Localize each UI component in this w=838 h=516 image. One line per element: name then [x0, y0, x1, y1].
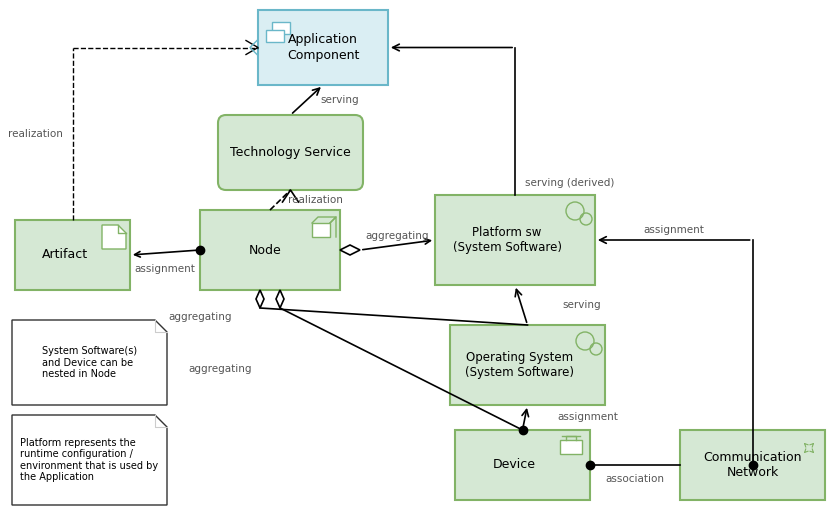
FancyBboxPatch shape: [258, 10, 388, 85]
Polygon shape: [12, 415, 167, 505]
Text: Node: Node: [249, 244, 282, 256]
Text: association: association: [606, 474, 665, 484]
Polygon shape: [276, 290, 284, 308]
Text: Artifact: Artifact: [41, 249, 87, 262]
FancyBboxPatch shape: [312, 223, 330, 237]
Text: realization: realization: [8, 129, 63, 139]
Text: serving: serving: [320, 95, 360, 105]
Text: serving (derived): serving (derived): [525, 178, 614, 188]
FancyBboxPatch shape: [680, 430, 825, 500]
Text: assignment: assignment: [644, 225, 704, 235]
Text: Platform represents the
runtime configuration /
environment that is used by
the : Platform represents the runtime configur…: [20, 438, 158, 482]
Text: assignment: assignment: [135, 264, 195, 274]
Text: aggregating: aggregating: [189, 364, 252, 374]
FancyBboxPatch shape: [272, 22, 290, 34]
FancyBboxPatch shape: [455, 430, 590, 500]
FancyBboxPatch shape: [266, 30, 284, 42]
Text: Communication
Network: Communication Network: [703, 451, 802, 479]
Text: System Software(s)
and Device can be
nested in Node: System Software(s) and Device can be nes…: [42, 346, 137, 379]
Text: Platform sw
(System Software): Platform sw (System Software): [453, 226, 561, 254]
Polygon shape: [256, 290, 264, 308]
FancyBboxPatch shape: [15, 220, 130, 290]
Text: aggregating: aggregating: [168, 312, 232, 321]
FancyBboxPatch shape: [435, 195, 595, 285]
Text: Technology Service: Technology Service: [230, 146, 351, 159]
FancyBboxPatch shape: [450, 325, 605, 405]
Text: Application
Component: Application Component: [287, 34, 360, 61]
FancyBboxPatch shape: [200, 210, 340, 290]
Text: aggregating: aggregating: [365, 231, 429, 241]
Polygon shape: [340, 245, 360, 255]
Text: Operating System
(System Software): Operating System (System Software): [465, 351, 574, 379]
Text: serving: serving: [562, 300, 601, 310]
Text: Device: Device: [493, 459, 536, 472]
Polygon shape: [12, 320, 167, 405]
Text: assignment: assignment: [557, 412, 618, 423]
FancyBboxPatch shape: [218, 115, 363, 190]
Polygon shape: [102, 225, 126, 249]
Text: realization: realization: [288, 195, 343, 205]
FancyBboxPatch shape: [560, 440, 582, 454]
